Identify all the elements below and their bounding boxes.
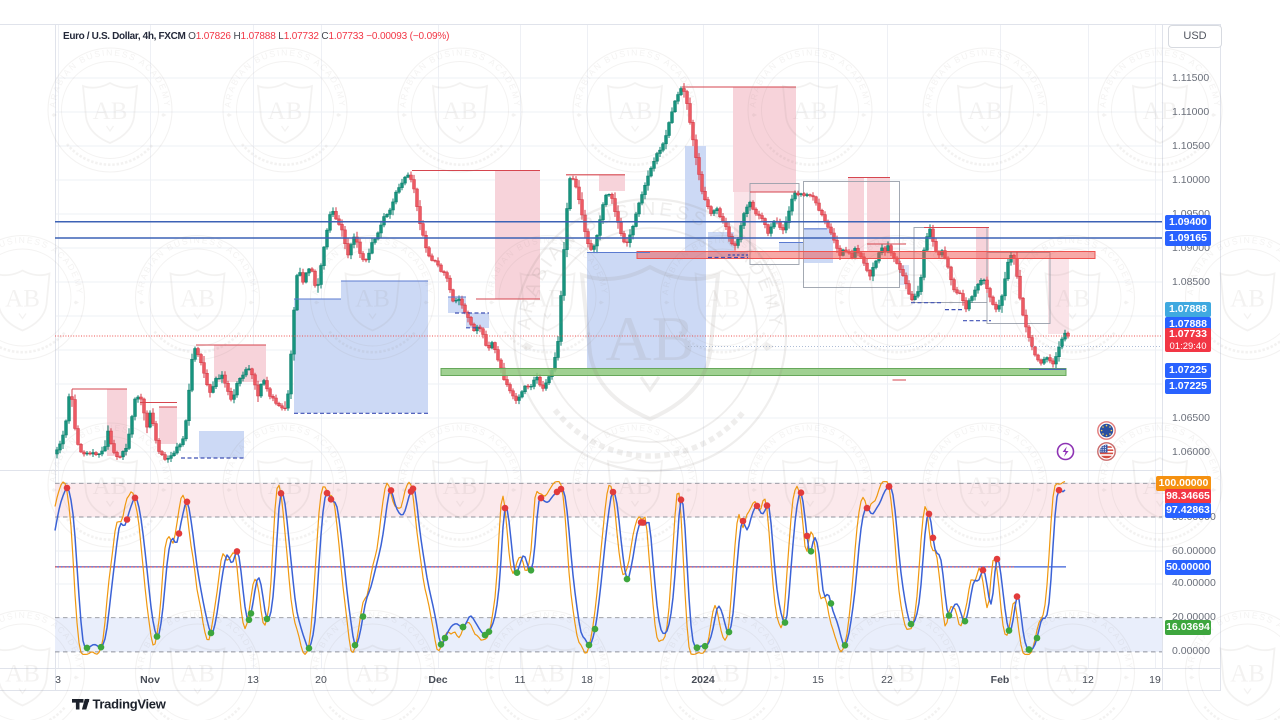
svg-text:AB: AB	[606, 303, 695, 374]
svg-text:TradingView: TradingView	[93, 697, 167, 712]
